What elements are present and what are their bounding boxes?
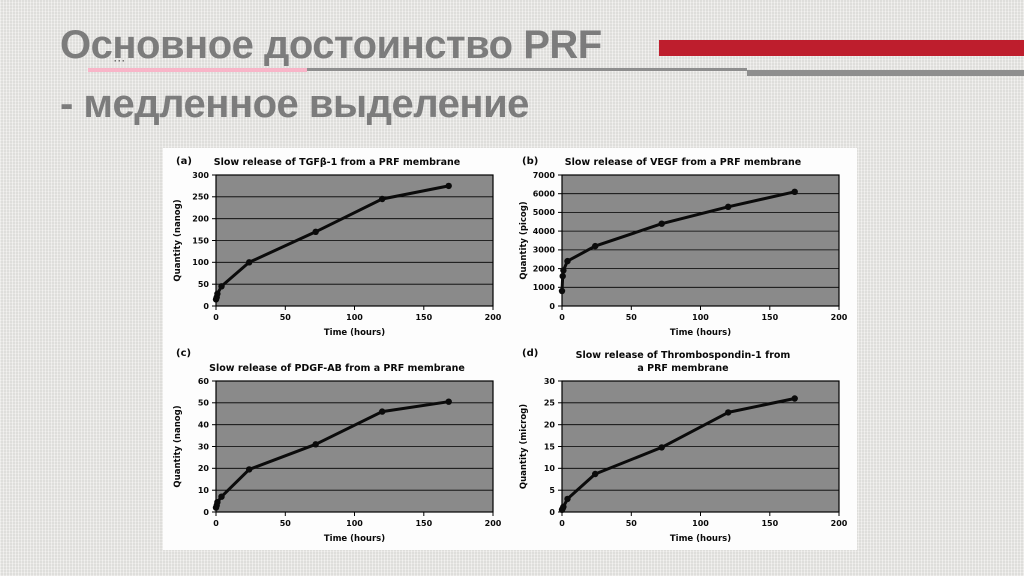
svg-text:0: 0 [213,313,219,322]
svg-text:20: 20 [544,421,556,430]
svg-text:0: 0 [203,302,209,311]
svg-text:200: 200 [831,313,848,322]
svg-text:10: 10 [544,464,556,473]
slide-title-line-2: - медленное выделение [60,82,529,126]
svg-text:150: 150 [415,313,432,322]
svg-text:150: 150 [761,519,778,528]
svg-text:100: 100 [192,258,209,267]
svg-text:150: 150 [415,519,432,528]
svg-text:0: 0 [549,302,555,311]
chart-plot-pdgf: 0 10 20 30 40 50 60 0 50 100 150 200 Time (hours) Qua… [169,376,505,548]
svg-text:300: 300 [192,171,209,180]
svg-text:100: 100 [346,519,363,528]
svg-text:Time (hours): Time (hours) [670,328,731,338]
svg-text:Quantity (picog): Quantity (picog) [519,201,529,279]
svg-text:Time (hours): Time (hours) [324,328,385,338]
svg-text:200: 200 [831,519,848,528]
chart-tgfb1-cell: (a) Slow release of TGFβ-1 from a PRF me… [169,152,505,344]
svg-text:Quantity (nanog): Quantity (nanog) [173,405,183,487]
underline-gray-thin-segment [307,68,747,71]
svg-text:10: 10 [198,486,210,495]
svg-text:250: 250 [192,193,209,202]
svg-text:0: 0 [549,508,555,517]
svg-text:100: 100 [692,313,709,322]
chart-title-pdgf: Slow release of PDGF-AB from a PRF membr… [209,362,465,374]
svg-text:Quantity (nanog): Quantity (nanog) [173,199,183,281]
svg-text:150: 150 [192,236,209,245]
svg-text:50: 50 [280,519,292,528]
chart-plot-vegf: 0 1000 2000 3000 4000 5000 6000 7000 0 50 100 150 20… [515,170,851,342]
panel-label-b: (b) [522,156,539,167]
svg-text:25: 25 [544,399,556,408]
svg-text:5000: 5000 [533,208,556,217]
chart-plot-thrombospondin: 0 5 10 15 20 25 30 0 50 100 150 200 Time (hours) Quan… [515,376,851,548]
chart-vegf-cell: (b) Slow release of VEGF from a PRF memb… [515,152,851,344]
svg-text:60: 60 [198,377,210,386]
slide-title-line-1: Основное достоинство PRF [60,23,602,67]
panel-label-a: (a) [176,156,192,167]
svg-text:7000: 7000 [533,171,556,180]
svg-text:1000: 1000 [533,283,556,292]
svg-text:0: 0 [559,519,565,528]
svg-text:100: 100 [692,519,709,528]
svg-text:2000: 2000 [533,264,556,273]
panel-label-c: (c) [176,348,192,359]
svg-text:200: 200 [485,313,502,322]
svg-text:Quantity (microg): Quantity (microg) [519,404,529,489]
chart-title-vegf: Slow release of VEGF from a PRF membrane [564,156,802,168]
svg-text:0: 0 [559,313,565,322]
svg-text:200: 200 [485,519,502,528]
svg-text:20: 20 [198,464,210,473]
panel-label-d: (d) [522,348,539,359]
chart-title-thrombospondin: Slow release of Thrombospondin-1 from a … [575,350,791,374]
svg-text:50: 50 [198,280,210,289]
svg-text:100: 100 [346,313,363,322]
svg-text:Time (hours): Time (hours) [670,534,731,544]
svg-text:0: 0 [213,519,219,528]
svg-text:30: 30 [544,377,556,386]
svg-text:50: 50 [198,399,210,408]
svg-text:50: 50 [280,313,292,322]
svg-text:30: 30 [198,442,210,451]
red-accent-bar [659,40,1024,56]
underline-pink-segment [88,68,307,72]
chart-pdgf-cell: (c) Slow release of PDGF-AB from a PRF m… [169,344,505,548]
svg-text:3000: 3000 [533,246,556,255]
svg-text:50: 50 [626,519,638,528]
svg-text:50: 50 [626,313,638,322]
chart-plot-tgfb1: 0 50 100 150 200 250 300 0 50 100 150 200 Time (hour… [169,170,505,342]
svg-text:150: 150 [761,313,778,322]
svg-text:6000: 6000 [533,190,556,199]
svg-text:40: 40 [198,421,210,430]
decorative-dots: ··· [114,56,126,66]
chart-thrombospondin-cell: (d) Slow release of Thrombospondin-1 fro… [515,344,851,548]
underline-gray-thick-segment [747,70,1024,76]
svg-text:5: 5 [549,486,555,495]
svg-text:4000: 4000 [533,227,556,236]
svg-text:200: 200 [192,215,209,224]
svg-text:15: 15 [544,442,556,451]
chart-title-tgfb1: Slow release of TGFβ-1 from a PRF membra… [213,156,461,168]
svg-text:Time (hours): Time (hours) [324,534,385,544]
svg-text:0: 0 [203,508,209,517]
figure-panel: (a) Slow release of TGFβ-1 from a PRF me… [163,148,857,550]
